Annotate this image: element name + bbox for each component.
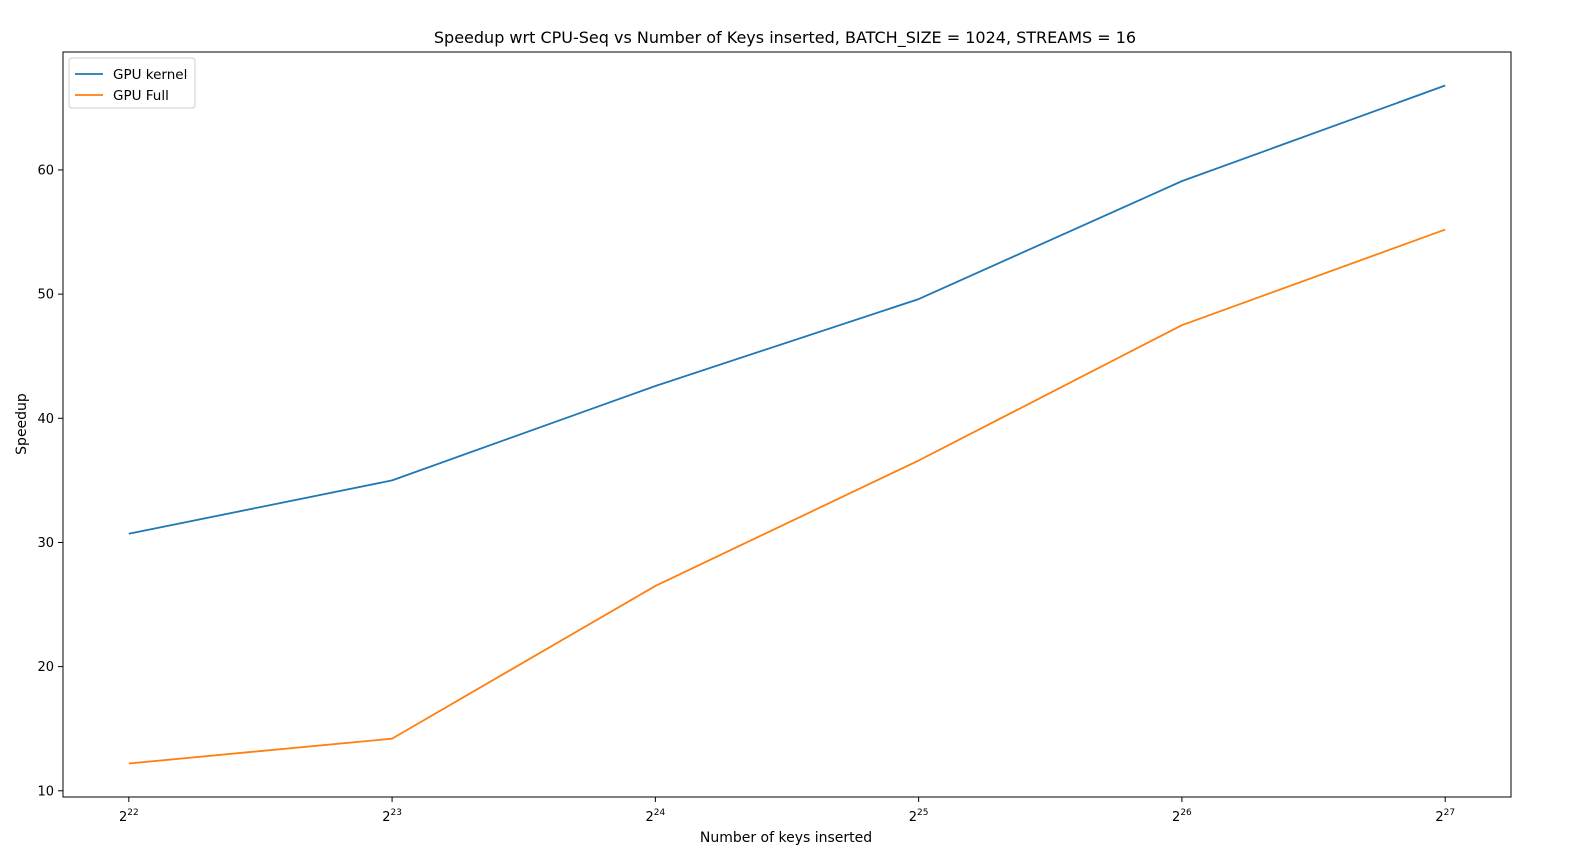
legend: GPU kernel GPU Full: [68, 57, 196, 109]
legend-label-1: GPU Full: [113, 88, 169, 104]
y-tick-label: 60: [37, 163, 54, 178]
x-tick-label: 223: [382, 808, 402, 825]
x-axis-label: Number of keys inserted: [700, 830, 872, 846]
x-axis: 222 223 224 225 226 227: [119, 797, 1455, 825]
y-tick-label: 50: [37, 288, 54, 303]
y-tick-label: 40: [37, 412, 54, 427]
chart-title: Speedup wrt CPU-Seq vs Number of Keys in…: [434, 28, 1136, 48]
y-axis: 10 20 30 40 50 60: [37, 163, 63, 799]
series-line-0: [128, 84, 1446, 535]
y-tick-label: 30: [37, 536, 54, 551]
y-axis-label: Speedup: [14, 393, 30, 455]
x-tick-label: 222: [119, 808, 139, 825]
legend-label-0: GPU kernel: [113, 67, 187, 83]
series-line-1: [128, 228, 1446, 765]
x-tick-label: 226: [1172, 808, 1192, 825]
y-tick-label: 10: [37, 784, 54, 799]
x-tick-label: 224: [645, 808, 665, 825]
x-tick-label: 225: [909, 808, 929, 825]
y-tick-label: 20: [37, 660, 54, 675]
series-layer: [128, 84, 1446, 765]
x-tick-label: 227: [1435, 808, 1455, 825]
plot-frame: [62, 51, 1512, 798]
